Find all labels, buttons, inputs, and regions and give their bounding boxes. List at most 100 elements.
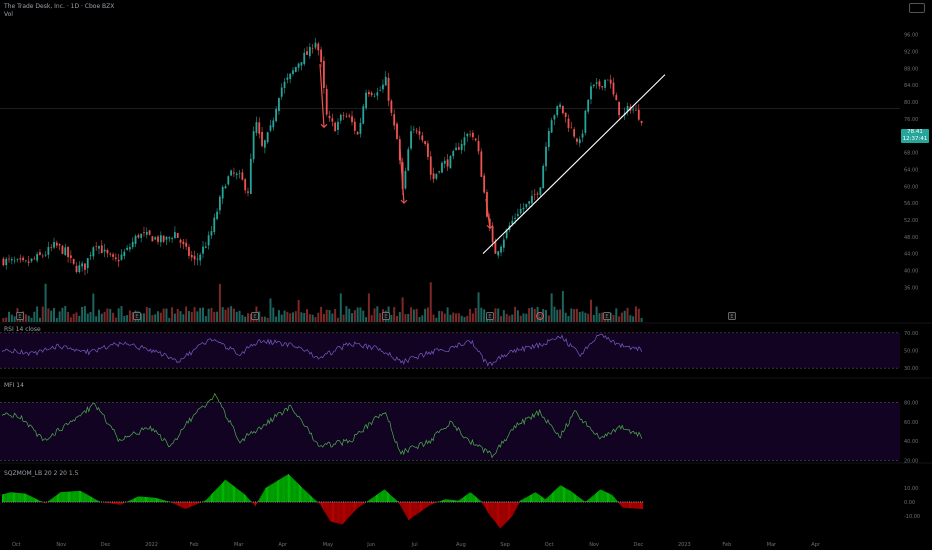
momentum-bar [543,497,545,502]
squeeze-dot [560,501,562,503]
momentum-bar [520,500,521,502]
momentum-bar [493,502,495,521]
momentum-bar [335,502,337,523]
momentum-bar [246,496,248,502]
candle-body [24,260,27,262]
momentum-bar [489,502,491,515]
squeeze-dot [244,501,245,503]
time-tick-label: 2022 [145,542,158,548]
squeeze-dot [246,501,248,503]
squeeze-dot [472,501,474,503]
volume-bar [311,314,314,322]
volume-bar [345,306,348,322]
momentum-bar [399,502,400,505]
squeeze-dot [131,501,133,503]
time-tick-label: Oct [12,542,21,548]
squeeze-dot [202,501,204,503]
squeeze-dot [380,501,382,503]
momentum-bar [470,492,472,502]
candle-body [218,196,221,211]
squeeze-dot [373,501,375,503]
squeeze-dot [28,501,30,503]
squeeze-dot [358,501,360,503]
momentum-bar [603,491,605,502]
momentum-bar [206,498,208,502]
momentum-bar [611,494,613,502]
momentum-bar [230,484,232,502]
volume-bar [553,306,556,322]
earnings-marker[interactable]: E [728,312,736,321]
momentum-bar [596,492,597,502]
momentum-bar [20,493,22,502]
volume-bar [618,316,621,322]
squeeze-dot [151,501,153,503]
squeeze-dot [316,501,318,503]
momentum-bar [476,497,477,502]
squeeze-dot [178,501,179,503]
earnings-marker[interactable]: E [486,312,494,321]
squeeze-dot [411,501,413,503]
squeeze-dot [565,501,567,503]
volume-bar [30,317,33,322]
candle-body [278,98,280,112]
momentum-bar [400,502,402,507]
momentum-bar [334,502,336,523]
osc-tick-label: -10.00 [904,514,920,520]
volume-bar [196,311,199,322]
volume-bar [626,307,629,322]
volume-bar [308,314,311,322]
candle-body [390,100,393,113]
volume-bar [620,312,623,322]
candle-body [564,112,567,118]
squeeze-dot [101,501,102,503]
momentum-bar [447,499,449,502]
price-tick-label: 84.00 [904,83,918,89]
volume-bar [283,310,286,322]
squeeze-dot [261,501,263,503]
volume-bar [494,308,497,322]
time-tick-label: Jun [366,542,375,548]
momentum-bar [128,500,130,502]
momentum-bar [605,492,607,502]
earnings-marker[interactable]: E [603,312,611,321]
volume-bar [306,309,309,322]
volume-bar [460,315,463,322]
squeeze-dot [428,501,430,503]
earnings-marker[interactable]: E [16,312,24,321]
momentum-bar [50,499,52,502]
maximize-button[interactable] [909,3,925,13]
momentum-bar [261,494,263,502]
squeeze-dot [217,501,219,503]
squeeze-dot [52,501,54,503]
squeeze-dot [274,501,276,503]
volume-bar [123,315,126,322]
earnings-marker[interactable]: E [133,312,141,321]
momentum-bar [599,489,601,502]
momentum-bar [533,493,535,502]
momentum-bar [233,485,234,502]
squeeze-dot [164,501,166,503]
earnings-marker[interactable]: E [382,312,390,321]
momentum-bar [135,497,136,502]
earnings-marker[interactable]: D [536,312,544,321]
momentum-bar [451,499,453,502]
momentum-bar [275,481,277,502]
momentum-bar [575,494,576,502]
time-tick-label: Apr [811,542,821,548]
squeeze-dot [514,501,516,503]
momentum-bar [483,502,485,507]
momentum-bar [96,500,98,502]
mfi-line [1,392,643,459]
rsi-band-fill [0,332,900,369]
momentum-bar [60,492,62,502]
earnings-icon [603,312,611,320]
rsi-tick-label: 70.00 [904,331,918,337]
volume-bar [637,308,640,322]
earnings-marker[interactable]: E [251,312,259,321]
candle-body [412,129,415,130]
momentum-bar [24,493,25,502]
momentum-bar [323,502,325,511]
squeeze-dot [24,501,25,503]
